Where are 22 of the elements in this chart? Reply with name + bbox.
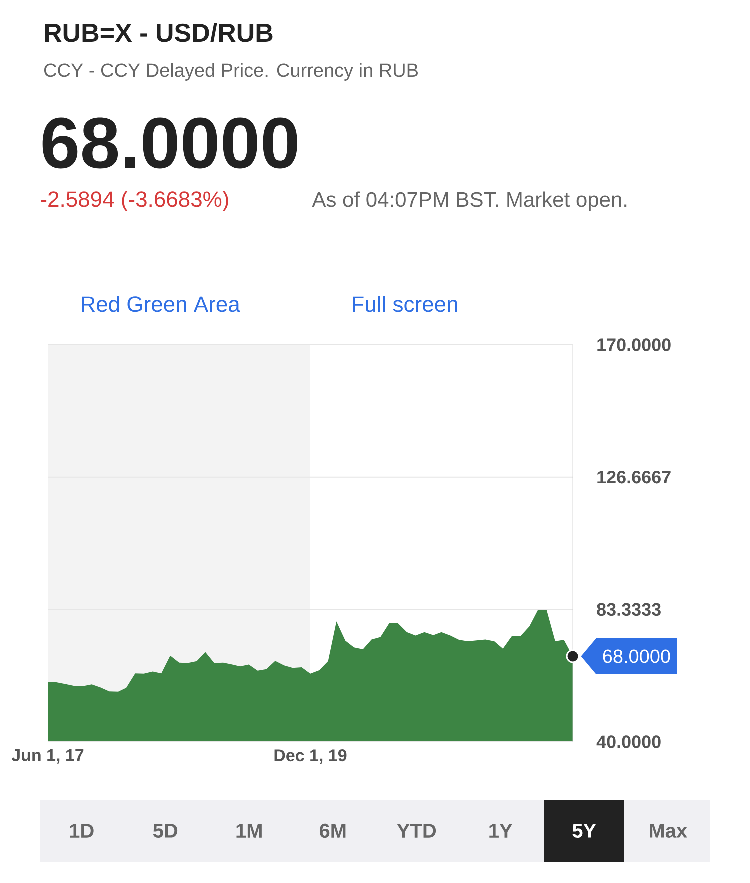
chart-title: RUB=X - USD/RUB — [45, 23, 273, 43]
y-tick-label: 126.6667 — [598, 470, 671, 484]
chart-subtitle: CCY - CCY Delayed Price. Currency in RUB — [44, 63, 418, 81]
text: Red Green Area — [82, 296, 240, 312]
x-tick-label: Jun 1, 17 — [12, 750, 84, 764]
text: 1M — [236, 824, 262, 838]
text: Full screen — [353, 296, 458, 312]
text: YTD — [397, 824, 436, 838]
text: 1Y — [490, 824, 513, 838]
text: 1D — [70, 824, 94, 838]
text: 5Y — [572, 824, 596, 838]
y-tick-label: 170.0000 — [598, 338, 671, 352]
text: -2.5894 (-3.6683%) — [41, 191, 228, 212]
y-tick-label: 83.3333 — [597, 603, 661, 616]
text: 6M — [320, 824, 346, 838]
x-tick-label: Dec 1, 19 — [274, 750, 347, 764]
text: Max — [650, 824, 688, 838]
text: 5D — [153, 824, 178, 838]
text: 68.0000 — [42, 118, 298, 169]
y-tick-label: 40.0000 — [596, 736, 661, 748]
annotation: 68.0000 — [603, 650, 670, 664]
text: As of 04:07PM BST. Market open. — [312, 192, 627, 212]
